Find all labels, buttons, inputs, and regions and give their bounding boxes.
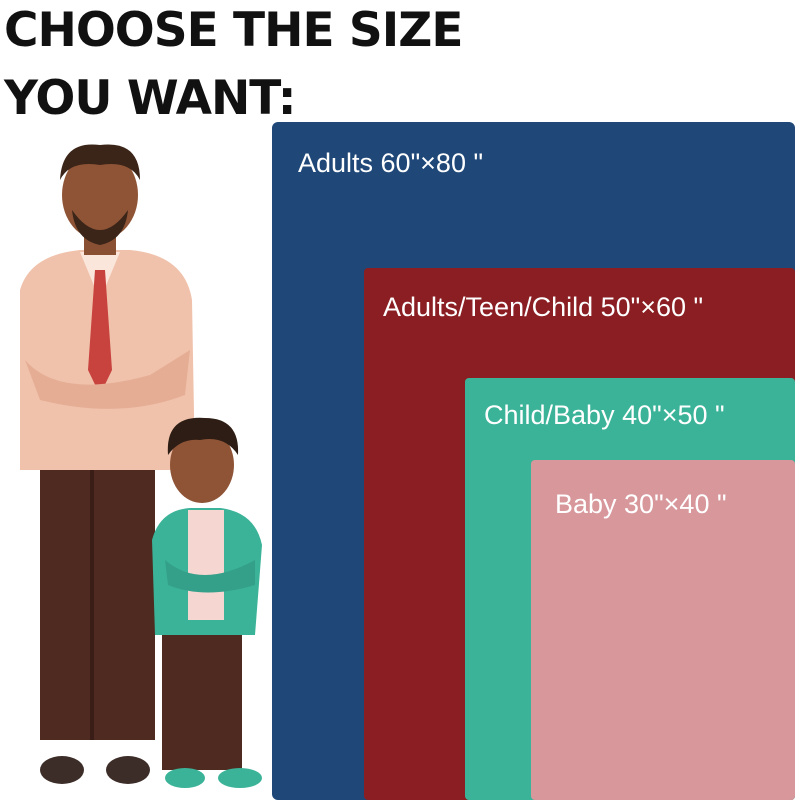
size-label: Baby 30"×40 " <box>555 489 727 519</box>
boy-illustration <box>152 417 262 788</box>
heading-line: CHOOSE THE SIZE <box>4 3 462 58</box>
heading-line: YOU WANT: <box>3 71 296 126</box>
size-label: Child/Baby 40"×50 " <box>484 400 725 430</box>
size-label: Adults/Teen/Child 50"×60 " <box>383 292 703 322</box>
man-illustration <box>20 144 195 784</box>
size-label: Adults 60"×80 " <box>298 148 483 178</box>
blanket-baby <box>531 460 795 800</box>
